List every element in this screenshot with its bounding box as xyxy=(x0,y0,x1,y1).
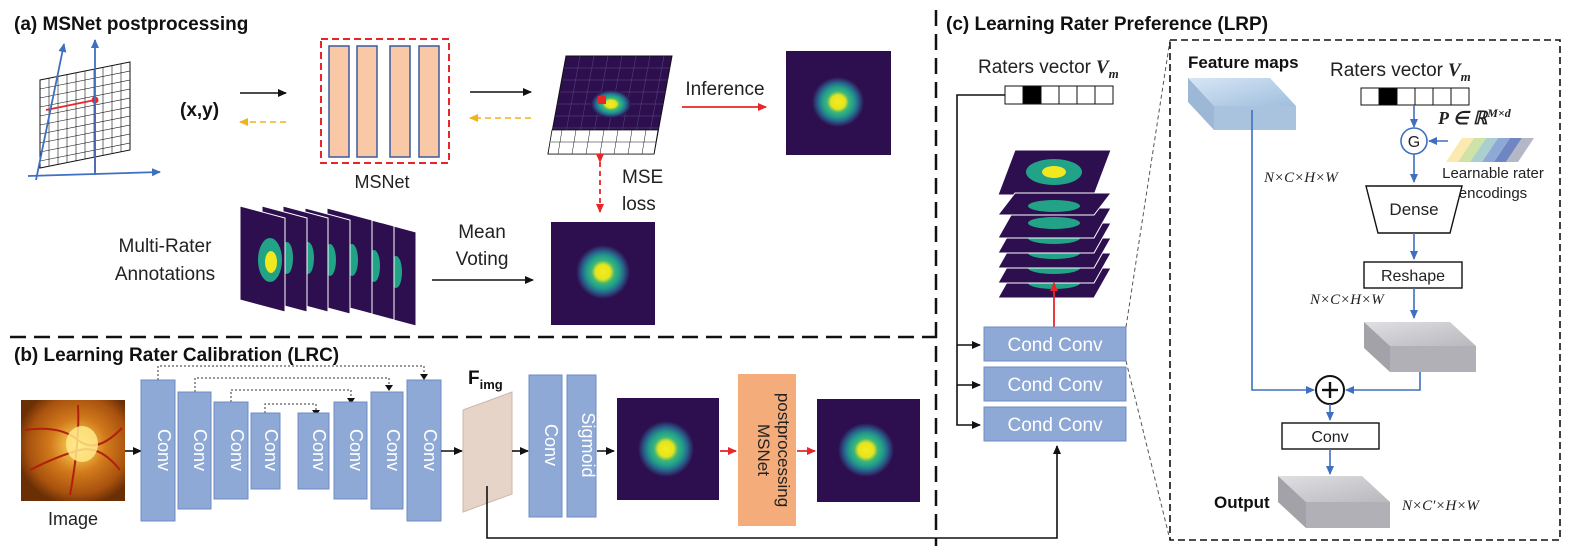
sigmoid-label: Sigmoid xyxy=(578,412,598,477)
conv-label-5: Conv xyxy=(309,429,329,471)
multi-rater-line2: Annotations xyxy=(115,264,215,285)
unet-conv-blocks xyxy=(140,379,442,522)
cond-conv-label-3: Cond Conv xyxy=(1007,415,1103,436)
dense-block xyxy=(1365,185,1463,234)
image-label: Image xyxy=(48,509,98,529)
arrow-fimg-to-condconv xyxy=(486,445,1061,539)
dense-label: Dense xyxy=(1389,200,1438,219)
mse-label-line2: loss xyxy=(622,194,656,215)
arrow-slab-to-add xyxy=(1345,372,1421,394)
p-label: P ∈ ℝM×d xyxy=(1437,106,1512,128)
feature-maps-dims: N×C×H×W xyxy=(1263,170,1339,186)
reshape-dims: N×C×H×W xyxy=(1309,292,1385,308)
output-tensor-slab xyxy=(1278,476,1390,528)
lrp-output-stack xyxy=(996,149,1113,299)
panel-c-title: (c) Learning Rater Preference (LRP) xyxy=(946,14,1268,35)
conv-label-2: Conv xyxy=(190,429,210,471)
inference-label: Inference xyxy=(685,79,764,100)
panel-a-title: (a) MSNet postprocessing xyxy=(14,14,248,35)
mean-voting-line2: Voting xyxy=(456,249,509,270)
zoom-line-top xyxy=(1125,39,1171,328)
add-operator-icon xyxy=(1315,375,1345,405)
multi-rater-annotation-stack xyxy=(239,205,417,327)
cond-conv-label-2: Cond Conv xyxy=(1007,375,1103,396)
output-label: Output xyxy=(1214,493,1270,512)
conv-label-1: Conv xyxy=(154,429,174,471)
conv-label-4: Conv xyxy=(261,429,281,471)
cond-conv-detail-box xyxy=(1169,39,1561,541)
cond-conv-stack xyxy=(983,326,1127,442)
inner-raters-vector-cells xyxy=(1360,87,1470,106)
mse-label-line1: MSE xyxy=(622,167,663,188)
raters-vector-label: Raters vector Vm xyxy=(978,57,1119,81)
conv-label-8: Conv xyxy=(420,429,440,471)
msnet-block xyxy=(320,38,450,164)
feature-maps-slab xyxy=(1188,78,1296,130)
inner-conv-label: Conv xyxy=(1311,429,1348,446)
g-label: G xyxy=(1408,134,1420,151)
reshape-block xyxy=(1363,261,1463,289)
coord-label: (x,y) xyxy=(180,100,219,121)
cond-conv-label-1: Cond Conv xyxy=(1007,335,1103,356)
learnable-line2: encodings xyxy=(1459,185,1527,202)
msnet-post-line2: postprocessing xyxy=(774,393,793,507)
msnet-postprocessing-block xyxy=(738,374,796,526)
zoom-line-bottom xyxy=(1125,360,1171,541)
predicted-heatmap xyxy=(547,55,673,155)
fimg-label: Fimg xyxy=(468,368,503,392)
learnable-line1: Learnable rater xyxy=(1442,165,1544,182)
conv-label-6: Conv xyxy=(346,429,366,471)
msnet-post-line1: MSNet xyxy=(754,424,773,476)
conv-label-3: Conv xyxy=(227,429,247,471)
msnet-label: MSNet xyxy=(354,172,409,192)
mean-voting-line1: Mean xyxy=(458,222,506,243)
sigmoid-block xyxy=(566,374,597,518)
fimg-feature-slab xyxy=(462,391,513,513)
coordinate-grid-icon xyxy=(27,39,161,181)
head-conv-label: Conv xyxy=(541,424,561,466)
panel-b-title: (b) Learning Rater Calibration (LRC) xyxy=(14,345,339,366)
raters-vector-cells xyxy=(1004,85,1114,105)
skip-connections xyxy=(157,365,425,413)
inner-raters-vector-label: Raters vector Vm xyxy=(1330,60,1471,84)
reshaped-tensor-slab xyxy=(1364,322,1476,372)
output-dims: N×C′×H×W xyxy=(1401,498,1480,514)
learnable-rater-encodings xyxy=(1446,138,1534,162)
inner-conv-block xyxy=(1281,422,1380,450)
conv-label-7: Conv xyxy=(383,429,403,471)
fundus-image xyxy=(21,400,125,501)
arrow-vm-to-condconv-3 xyxy=(956,94,1005,429)
head-conv-block xyxy=(528,374,563,518)
arrow-features-to-add xyxy=(1251,110,1315,394)
reshape-label: Reshape xyxy=(1381,268,1445,285)
feature-maps-label: Feature maps xyxy=(1188,53,1299,72)
multi-rater-line1: Multi-Rater xyxy=(119,236,213,257)
